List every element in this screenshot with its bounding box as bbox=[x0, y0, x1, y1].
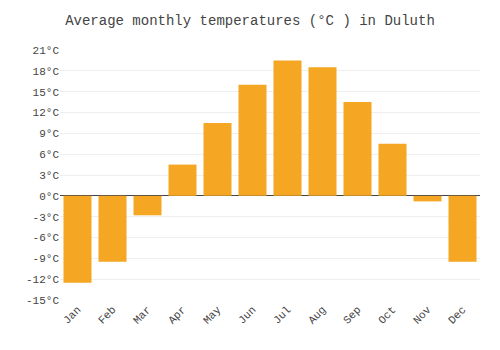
svg-text:6°C: 6°C bbox=[39, 149, 59, 161]
svg-text:-15°C: -15°C bbox=[26, 295, 59, 307]
svg-text:Average monthly temperatures (: Average monthly temperatures (°C ) in Du… bbox=[65, 13, 435, 29]
svg-text:Jun: Jun bbox=[236, 304, 258, 326]
svg-text:21°C: 21°C bbox=[33, 45, 60, 57]
svg-text:12°C: 12°C bbox=[33, 107, 60, 119]
svg-text:3°C: 3°C bbox=[39, 170, 59, 182]
svg-text:Feb: Feb bbox=[96, 304, 118, 326]
svg-text:15°C: 15°C bbox=[33, 87, 60, 99]
svg-text:-3°C: -3°C bbox=[33, 212, 60, 224]
svg-text:May: May bbox=[201, 304, 224, 327]
svg-text:Mar: Mar bbox=[131, 304, 153, 326]
svg-text:Apr: Apr bbox=[166, 304, 188, 326]
svg-text:-9°C: -9°C bbox=[33, 253, 60, 265]
svg-text:0°C: 0°C bbox=[39, 191, 59, 203]
svg-text:Dec: Dec bbox=[446, 304, 468, 326]
svg-text:Jan: Jan bbox=[61, 304, 83, 326]
svg-text:Aug: Aug bbox=[306, 304, 328, 326]
svg-text:-12°C: -12°C bbox=[26, 274, 59, 286]
svg-text:18°C: 18°C bbox=[33, 66, 60, 78]
svg-text:Jul: Jul bbox=[271, 304, 293, 326]
svg-text:Nov: Nov bbox=[411, 304, 434, 327]
svg-text:Sep: Sep bbox=[341, 304, 363, 326]
svg-text:Oct: Oct bbox=[376, 304, 398, 326]
svg-text:-6°C: -6°C bbox=[33, 232, 60, 244]
svg-text:9°C: 9°C bbox=[39, 128, 59, 140]
